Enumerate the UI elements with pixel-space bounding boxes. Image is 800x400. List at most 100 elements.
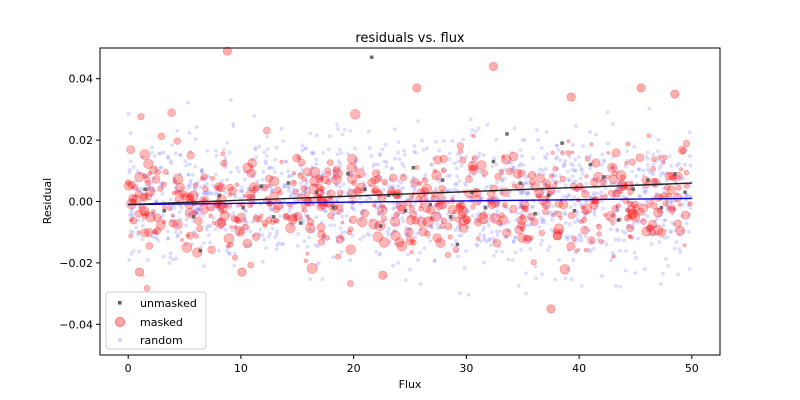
random-point (301, 218, 306, 223)
masked-point (179, 191, 189, 201)
random-point (393, 156, 397, 161)
random-point (447, 151, 452, 156)
random-point (380, 147, 385, 152)
random-point (653, 224, 658, 229)
random-point (642, 212, 647, 217)
random-point (194, 191, 199, 196)
random-point (165, 229, 170, 234)
random-point (150, 145, 154, 150)
random-point (457, 228, 462, 233)
masked-point (170, 213, 175, 218)
masked-point (140, 193, 149, 202)
random-point (168, 251, 173, 256)
random-point (494, 195, 498, 200)
random-point (216, 207, 221, 212)
masked-point (399, 173, 407, 182)
random-point (630, 201, 634, 205)
random-point (555, 155, 560, 160)
random-point (677, 247, 682, 252)
random-point (563, 158, 568, 163)
random-point (250, 194, 255, 199)
random-point (213, 192, 218, 197)
random-point (350, 233, 355, 238)
random-point (335, 152, 340, 157)
masked-point (296, 155, 302, 161)
masked-point (440, 217, 448, 225)
random-point (304, 146, 309, 151)
masked-point (459, 156, 467, 164)
random-point (592, 191, 596, 195)
random-point (677, 161, 681, 166)
random-point (665, 208, 670, 213)
random-point (540, 191, 544, 196)
masked-point (431, 170, 442, 181)
random-point (142, 172, 147, 177)
random-point (440, 220, 445, 225)
random-point (435, 222, 440, 227)
random-point (400, 216, 404, 221)
random-point (376, 162, 380, 167)
random-point (413, 202, 417, 207)
masked-point (137, 113, 145, 121)
masked-point (646, 224, 654, 231)
random-point (244, 220, 249, 225)
random-point (615, 169, 620, 174)
masked-point (144, 180, 151, 186)
random-point (395, 204, 400, 209)
random-point (620, 185, 624, 190)
random-point (366, 129, 371, 134)
random-point (595, 176, 600, 181)
masked-point (269, 219, 276, 225)
random-point (235, 204, 240, 209)
random-point (270, 226, 275, 231)
unmasked-point (546, 193, 551, 198)
random-point (178, 152, 182, 157)
masked-point (517, 169, 526, 178)
random-point (135, 169, 140, 174)
random-point (666, 263, 671, 268)
masked-point (410, 239, 417, 246)
random-point (270, 166, 275, 170)
masked-point (282, 213, 290, 221)
random-point (421, 147, 426, 152)
random-point (211, 216, 216, 221)
random-point (299, 181, 303, 185)
random-point (161, 185, 165, 190)
random-point (592, 209, 596, 214)
masked-point (155, 220, 166, 231)
random-point (661, 159, 666, 164)
random-point (178, 153, 183, 158)
random-point (265, 134, 270, 139)
random-point (483, 209, 487, 214)
random-point (161, 254, 166, 259)
random-point (127, 212, 132, 217)
random-point (503, 204, 508, 209)
x-tick-label: 50 (685, 362, 699, 375)
random-point (644, 199, 649, 204)
random-point (687, 267, 692, 271)
masked-point (581, 190, 590, 199)
random-point (238, 226, 243, 231)
masked-point (611, 254, 616, 259)
random-point (281, 139, 285, 144)
random-point (486, 212, 491, 217)
masked-point (230, 215, 238, 223)
masked-point (336, 210, 342, 215)
random-point (383, 142, 388, 147)
masked-point (242, 238, 253, 249)
random-point (552, 189, 557, 194)
random-point (407, 214, 411, 219)
random-point (319, 191, 324, 196)
random-point (573, 158, 577, 162)
random-point (438, 213, 443, 217)
masked-point (234, 226, 246, 237)
random-point (500, 178, 505, 182)
masked-point (186, 233, 191, 238)
random-point (189, 210, 194, 215)
random-point (543, 181, 548, 186)
random-point (396, 178, 401, 183)
random-point (214, 190, 219, 195)
random-point (526, 190, 531, 195)
random-point (490, 164, 495, 169)
random-point (611, 190, 616, 195)
